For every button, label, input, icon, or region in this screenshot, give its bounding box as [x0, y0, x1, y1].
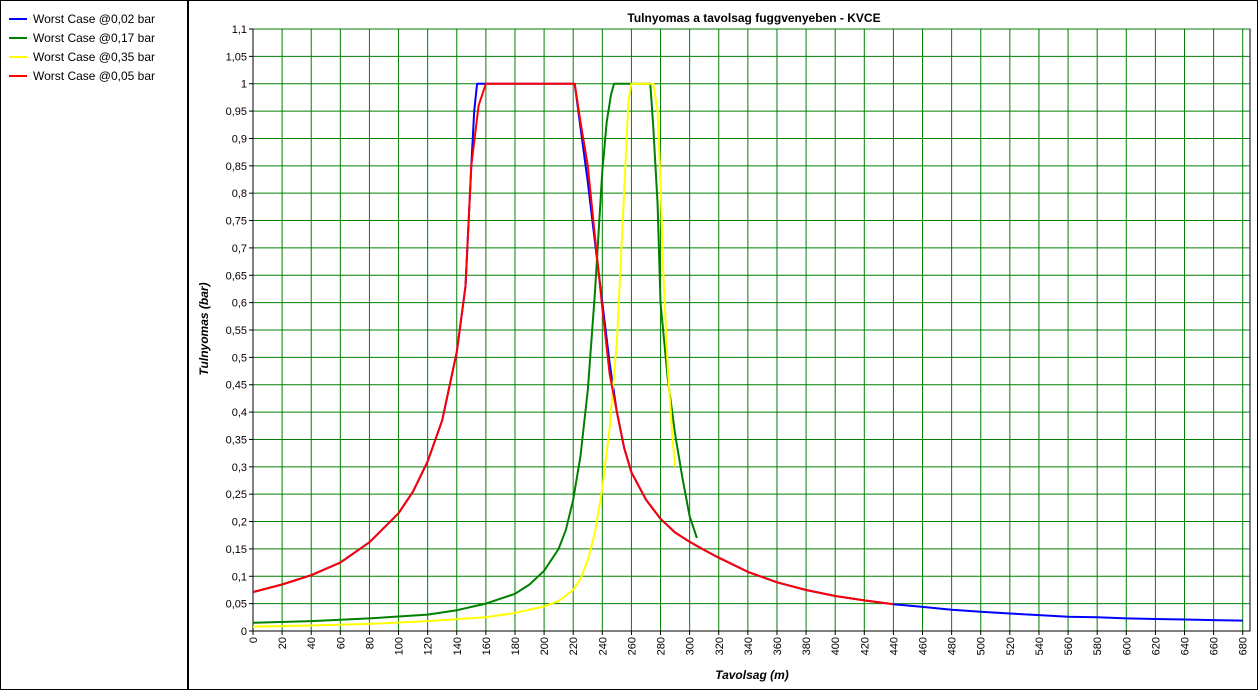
- y-tick-label: 0,75: [226, 216, 247, 228]
- grid: [249, 28, 1251, 635]
- x-tick-label: 540: [1034, 637, 1046, 655]
- x-tick-label: 100: [394, 637, 406, 655]
- tick-labels: 0 20 40 60 80 100 120 140 160 180 200 220 240 260 280 3…: [226, 24, 1250, 655]
- legend-swatch-green-icon: [9, 37, 27, 39]
- legend-swatch-blue-icon: [9, 18, 27, 20]
- x-tick-label: 660: [1209, 637, 1221, 655]
- y-tick-label: 1: [241, 79, 247, 91]
- x-tick-label: 240: [597, 637, 609, 655]
- x-tick-label: 420: [859, 637, 871, 655]
- x-tick-label: 620: [1150, 637, 1162, 655]
- x-tick-label: 120: [423, 637, 435, 655]
- y-tick-label: 0,95: [226, 106, 247, 118]
- x-tick-label: 680: [1238, 637, 1250, 655]
- x-tick-label: 560: [1063, 637, 1075, 655]
- y-tick-label: 0,15: [226, 544, 247, 556]
- x-tick-label: 580: [1092, 637, 1104, 655]
- x-tick-label: 320: [714, 637, 726, 655]
- x-tick-label: 60: [335, 637, 347, 649]
- y-tick-label: 0,8: [232, 188, 247, 200]
- y-tick-label: 0,4: [232, 407, 247, 419]
- x-tick-label: 160: [481, 637, 493, 655]
- y-tick-label: 0: [241, 626, 247, 638]
- x-tick-label: 80: [364, 637, 376, 649]
- y-tick-label: 0,45: [226, 380, 247, 392]
- y-tick-label: 0,6: [232, 298, 247, 310]
- y-tick-label: 0,7: [232, 243, 247, 255]
- x-tick-label: 260: [626, 637, 638, 655]
- x-tick-label: 20: [277, 637, 289, 649]
- y-tick-label: 0,35: [226, 434, 247, 446]
- y-tick-label: 0,65: [226, 270, 247, 282]
- y-tick-label: 1,05: [226, 51, 247, 63]
- x-tick-label: 180: [510, 637, 522, 655]
- x-tick-label: 300: [685, 637, 697, 655]
- line-chart: Tulnyomas a tavolsag fuggvenyeben - KVCE…: [197, 11, 1251, 682]
- x-tick-label: 520: [1005, 637, 1017, 655]
- x-tick-label: 280: [656, 637, 668, 655]
- series-lines: [252, 82, 1243, 628]
- y-tick-label: 0,9: [232, 133, 247, 145]
- x-tick-label: 460: [918, 637, 930, 655]
- x-tick-label: 200: [539, 637, 551, 655]
- legend-label: Worst Case @0,17 bar: [33, 31, 156, 45]
- x-tick-label: 380: [801, 637, 813, 655]
- y-tick-label: 0,85: [226, 161, 247, 173]
- series-line-2: [252, 82, 698, 624]
- legend-item-series-4[interactable]: Worst Case @0,05 bar: [9, 68, 155, 84]
- y-tick-label: 0,2: [232, 517, 247, 529]
- y-tick-label: 0,3: [232, 462, 247, 474]
- x-tick-label: 640: [1180, 637, 1192, 655]
- x-tick-label: 480: [947, 637, 959, 655]
- x-tick-label: 40: [306, 637, 318, 649]
- x-tick-label: 0: [248, 637, 260, 643]
- x-tick-label: 400: [830, 637, 842, 655]
- chart-title: Tulnyomas a tavolsag fuggvenyeben - KVCE: [627, 11, 880, 25]
- y-tick-label: 0,25: [226, 489, 247, 501]
- y-tick-label: 0,1: [232, 571, 247, 583]
- legend-item-series-3[interactable]: Worst Case @0,35 bar: [9, 49, 155, 65]
- x-tick-label: 360: [772, 637, 784, 655]
- legend-item-series-2[interactable]: Worst Case @0,17 bar: [9, 30, 155, 46]
- legend-swatch-red-icon: [9, 75, 27, 77]
- y-tick-label: 0,05: [226, 599, 247, 611]
- x-tick-label: 340: [743, 637, 755, 655]
- legend-label: Worst Case @0,02 bar: [33, 12, 156, 26]
- x-tick-label: 440: [888, 637, 900, 655]
- legend-panel: Worst Case @0,02 bar Worst Case @0,17 ba…: [0, 0, 189, 690]
- legend-item-series-1[interactable]: Worst Case @0,02 bar: [9, 11, 155, 27]
- x-tick-label: 140: [452, 637, 464, 655]
- legend-label: Worst Case @0,05 bar: [33, 69, 156, 83]
- y-axis-label: Tulnyomas (bar): [197, 282, 211, 375]
- x-tick-label: 220: [568, 637, 580, 655]
- series-line-4: [252, 82, 894, 606]
- y-tick-label: 1,1: [232, 24, 247, 36]
- series-line-3: [252, 82, 677, 628]
- legend-swatch-yellow-icon: [9, 56, 27, 58]
- x-axis-label: Tavolsag (m): [715, 668, 789, 682]
- y-tick-label: 0,5: [232, 352, 247, 364]
- y-tick-label: 0,55: [226, 325, 247, 337]
- x-tick-label: 500: [976, 637, 988, 655]
- chart-panel: Tulnyomas a tavolsag fuggvenyeben - KVCE…: [189, 0, 1258, 690]
- x-tick-label: 600: [1121, 637, 1133, 655]
- legend-label: Worst Case @0,35 bar: [33, 50, 156, 64]
